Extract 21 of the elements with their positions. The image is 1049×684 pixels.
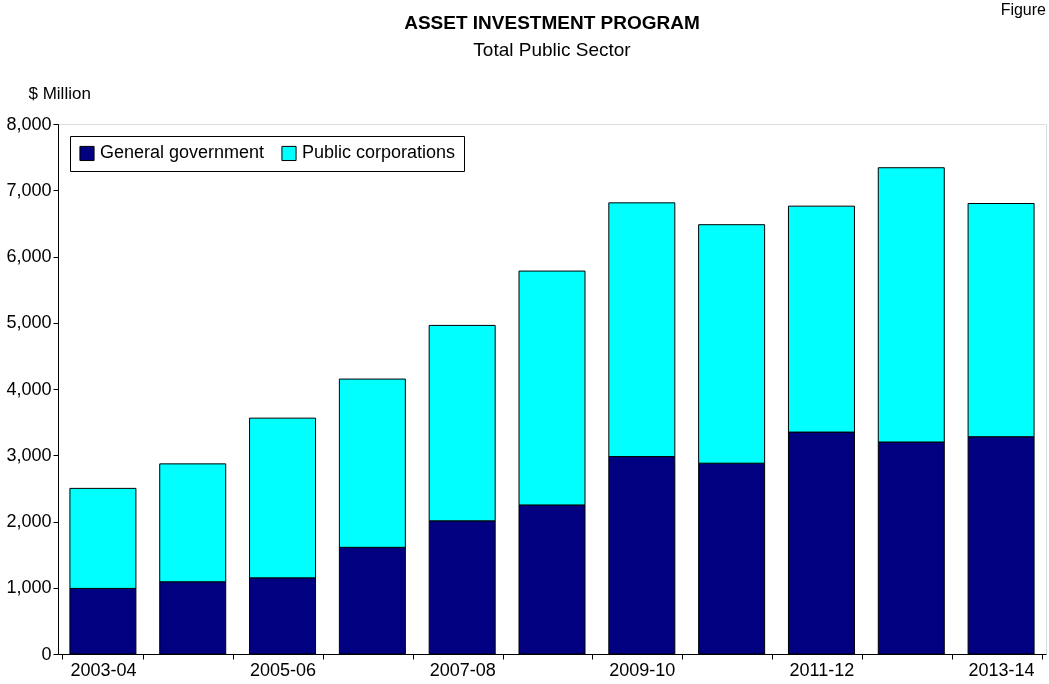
x-tick-label: 2009-10 xyxy=(609,659,676,680)
x-tick-label: 2011-12 xyxy=(789,659,855,680)
y-tick-label: 3,000 xyxy=(6,444,52,465)
y-tick-label: 7,000 xyxy=(6,179,52,200)
y-tick-label: 0 xyxy=(41,643,52,664)
x-tick-label: 2007-08 xyxy=(429,659,496,680)
y-axis-title: $ Million xyxy=(28,83,91,103)
x-tick-label: 2013-14 xyxy=(968,659,1035,680)
x-tick-label: 2005-06 xyxy=(250,659,317,680)
chart-subtitle: Total Public Sector xyxy=(473,39,632,60)
y-tick-label: 1,000 xyxy=(6,577,52,598)
y-tick-label: 2,000 xyxy=(6,511,52,531)
x-tick-label: 2003-04 xyxy=(70,659,137,680)
y-tick-label: 8,000 xyxy=(6,113,52,134)
y-tick-label: 6,000 xyxy=(6,246,52,266)
legend-label: Public corporations xyxy=(302,142,456,163)
y-tick-label: 5,000 xyxy=(6,312,52,333)
y-tick-label: 4,000 xyxy=(6,378,52,399)
text: Figure xyxy=(1000,1,1047,18)
chart-title: ASSET INVESTMENT PROGRAM xyxy=(404,12,700,33)
legend-label: General government xyxy=(100,142,265,163)
